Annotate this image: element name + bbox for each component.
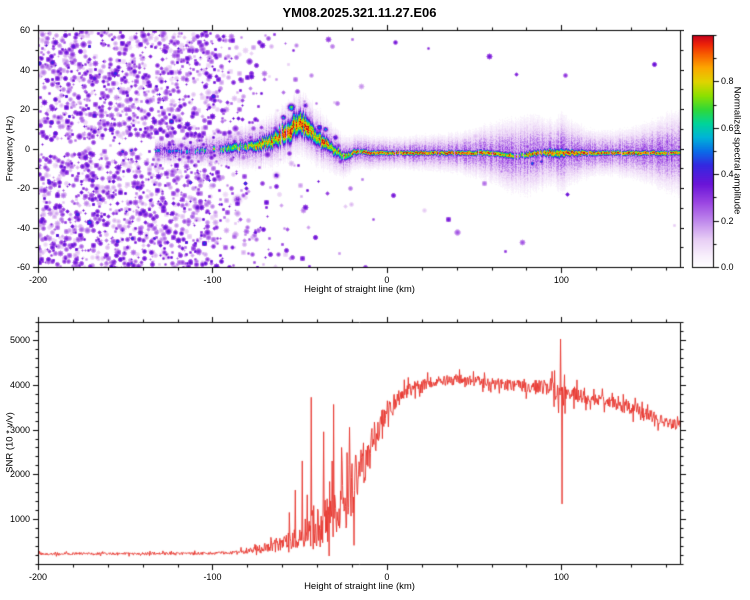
colorbar-tick-label: 0.6 (721, 122, 734, 133)
spectrogram-canvas (30, 22, 689, 276)
colorbar-tick-label: 0.4 (721, 169, 734, 180)
snr-canvas (30, 314, 689, 573)
snr-y-tick-label: 1000 (9, 514, 30, 525)
colorbar-tick-label: 0.8 (721, 76, 734, 87)
spec-x-tick-label: -100 (203, 275, 222, 285)
spec-x-tick-label: -200 (28, 275, 47, 285)
colorbar-canvas (684, 27, 722, 276)
spec-x-tick-label: 0 (384, 275, 390, 285)
spec-y-tick-label: 0 (24, 143, 30, 154)
colorbar-tick-label: 0.2 (721, 215, 734, 226)
snr-y-tick-label: 2000 (9, 469, 30, 480)
snr-y-tick-label: 5000 (9, 334, 30, 345)
snr-x-tick-label: -100 (203, 572, 222, 582)
plot-title: YM08.2025.321.11.27.E06 (282, 5, 437, 20)
snr-x-tick-label: -200 (28, 572, 47, 582)
spec-xaxis-label: Height of straight line (km) (304, 284, 415, 295)
snr-x-tick-label: 100 (553, 572, 569, 582)
spec-y-tick-label: 40 (19, 64, 30, 75)
spec-y-tick-label: -20 (16, 183, 30, 193)
snr-yaxis-label: SNR (10 * v/v) (4, 412, 16, 473)
colorbar-tick-label: 0.0 (721, 262, 734, 272)
snr-x-tick-label: 0 (384, 572, 390, 582)
spec-y-tick-label: -60 (16, 262, 30, 272)
snr-y-tick-label: 4000 (9, 379, 30, 390)
snr-y-tick-label: 3000 (9, 424, 30, 435)
spec-x-tick-label: 100 (553, 275, 569, 285)
spec-y-tick-label: 20 (19, 104, 30, 114)
spec-y-tick-label: -40 (16, 222, 30, 233)
snr-xaxis-label: Height of straight line (km) (304, 581, 415, 592)
spec-y-tick-label: 60 (19, 25, 30, 35)
